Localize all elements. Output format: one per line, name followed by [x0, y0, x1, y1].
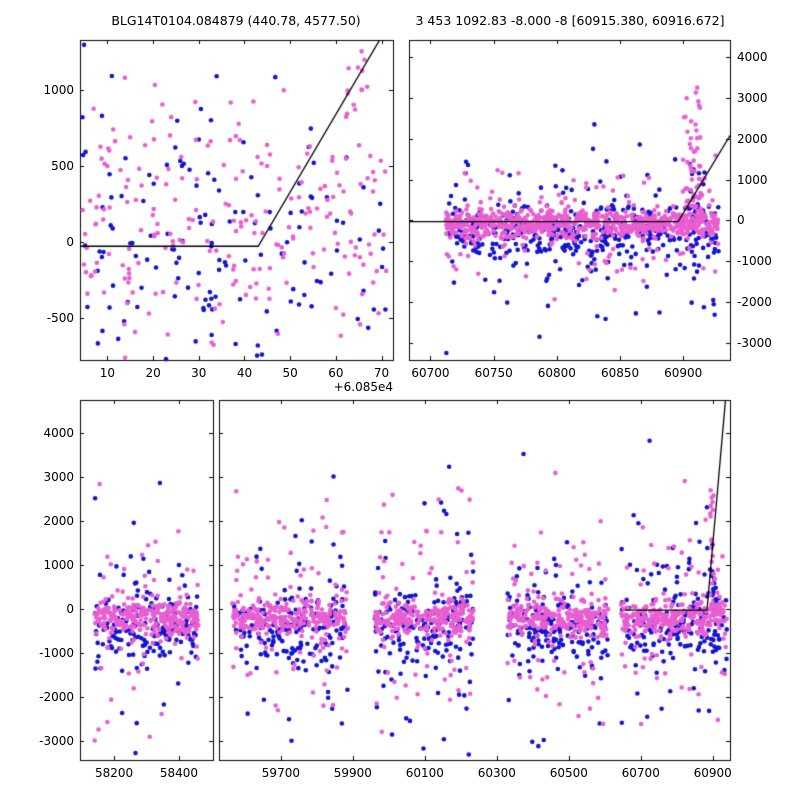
y-tick-label: -500: [46, 310, 74, 325]
y-tick-label: 2000: [43, 514, 74, 529]
x-tick-label: 59700: [261, 766, 300, 780]
y-tick-label: -2000: [39, 690, 74, 705]
panel-top-right-title: 3 453 1092.83 -8.000 -8 [60915.380, 6091…: [415, 13, 725, 28]
y-tick-label: -3000: [39, 734, 74, 749]
x-tick-label: 60700: [411, 366, 450, 380]
panel-top-left-title: BLG14T0104.084879 (440.78, 4577.50): [111, 13, 361, 28]
y-tick-label: 4000: [737, 50, 768, 65]
y-tick-label: 0: [66, 602, 74, 617]
y-tick-label: 500: [51, 158, 74, 173]
y-tick-label: 1000: [737, 172, 768, 187]
x-tick-label: 40: [236, 366, 253, 380]
x-tick-label: 60: [328, 366, 344, 380]
x-tick-label: 60900: [693, 766, 732, 780]
y-tick-label: 2000: [737, 131, 768, 146]
x-tick-label: 58400: [159, 766, 199, 780]
y-tick-label: 0: [737, 213, 745, 228]
x-tick-label: 60850: [600, 366, 640, 380]
y-tick-label: 3000: [43, 470, 74, 485]
y-tick-label: 0: [66, 234, 74, 249]
x-axis-offset-label: +6.085e4: [333, 380, 393, 394]
x-tick-label: 60900: [664, 366, 703, 380]
x-tick-label: 60500: [549, 766, 588, 780]
y-tick-label: 1000: [43, 83, 74, 98]
y-tick-label: 3000: [737, 90, 768, 105]
y-tick-label: 4000: [43, 426, 74, 441]
x-tick-label: 60800: [537, 366, 576, 380]
x-tick-label: 20: [145, 366, 161, 380]
x-tick-label: 60300: [477, 766, 516, 780]
y-tick-label: -2000: [737, 295, 772, 310]
x-tick-label: 10: [99, 366, 116, 380]
y-tick-label: 1000: [43, 558, 74, 573]
x-tick-label: 59900: [333, 766, 372, 780]
x-tick-label: 60750: [474, 366, 513, 380]
y-tick-label: -1000: [39, 646, 74, 661]
x-tick-label: 60700: [621, 766, 660, 780]
x-tick-label: 70: [373, 366, 390, 380]
y-tick-label: -3000: [737, 335, 772, 350]
x-tick-label: 58200: [94, 766, 134, 780]
x-tick-label: 30: [191, 366, 207, 380]
y-tick-label: -1000: [737, 254, 772, 269]
x-tick-label: 50: [282, 366, 298, 380]
x-tick-label: 60100: [405, 766, 444, 780]
